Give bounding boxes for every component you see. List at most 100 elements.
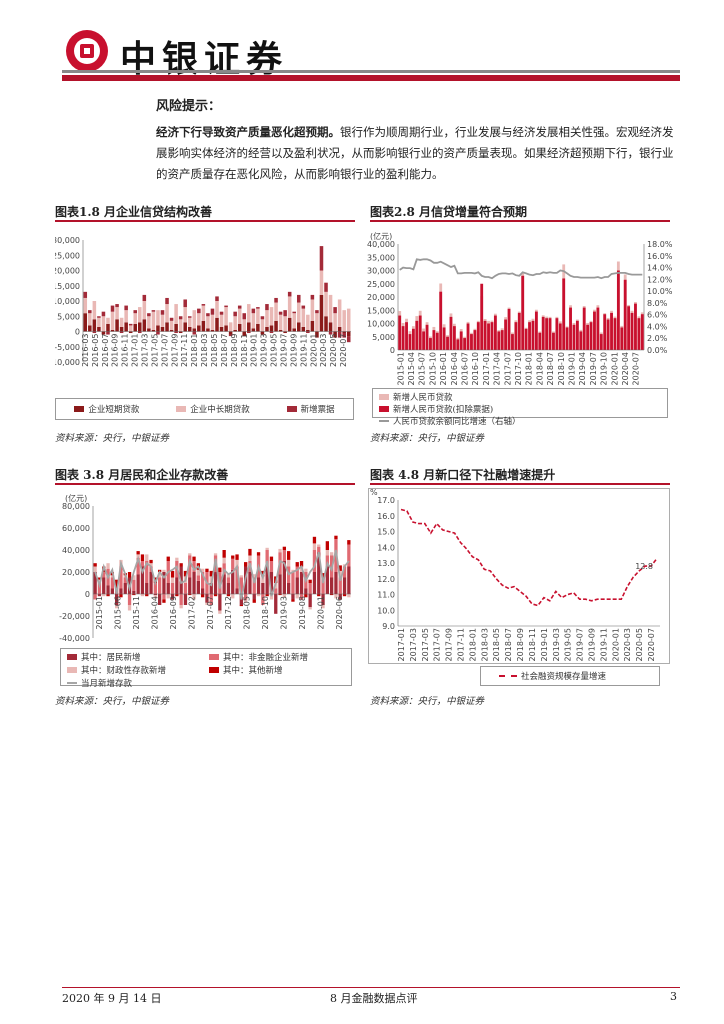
bar — [287, 583, 291, 594]
bar — [325, 541, 329, 550]
bar — [248, 572, 252, 594]
y-tick-label: 35,000 — [367, 253, 395, 262]
bar — [442, 327, 446, 350]
x-tick-label: 2016-04 — [450, 352, 459, 385]
footer-rule — [62, 987, 680, 988]
bar — [338, 565, 342, 571]
x-tick-label: 2019-10 — [600, 352, 609, 385]
bar — [252, 577, 256, 594]
bar — [312, 536, 317, 544]
bar — [201, 305, 206, 321]
bar — [328, 322, 333, 332]
bar — [265, 304, 269, 311]
x-tick-label: 2015-04 — [407, 352, 416, 385]
chart-social-financing: 17.0 16.0 15.0 14.0 13.0 12.0 11.0 10.0 9.0% 12.8… — [368, 488, 670, 664]
bar — [235, 554, 239, 560]
bar — [226, 583, 231, 594]
bar — [145, 583, 149, 594]
bar — [119, 317, 124, 327]
bar — [287, 551, 291, 560]
figure4-legend: 社会融资规模存量增速 — [480, 666, 660, 686]
bar — [97, 577, 102, 580]
x-tick-label: 2016-10 — [471, 352, 480, 385]
bar — [299, 572, 304, 594]
bar — [325, 550, 329, 556]
bar — [274, 302, 278, 321]
bar — [136, 551, 140, 555]
bar — [97, 326, 101, 332]
bar — [287, 296, 292, 318]
y-tick-label: 0 — [390, 346, 395, 355]
bar — [183, 299, 187, 308]
x-tick-label: 2018-07 — [504, 628, 513, 661]
bar — [158, 577, 162, 594]
bar — [422, 331, 426, 350]
bar — [251, 308, 256, 314]
y-tick-label: 40,000 — [62, 546, 90, 555]
bar — [306, 331, 310, 334]
figure4-rule — [370, 483, 670, 485]
bar — [128, 325, 133, 332]
bar — [244, 594, 248, 600]
x-tick-label: 2019-05 — [564, 628, 573, 661]
x-tick-label: 2016-03 — [81, 334, 90, 367]
bar — [572, 324, 576, 350]
bar — [616, 270, 620, 350]
y-tick-label: 60,000 — [62, 524, 90, 533]
bar — [218, 594, 222, 611]
y-tick-label: -40,000 — [59, 634, 90, 643]
y-tick-label: 30,000 — [55, 236, 80, 245]
x-tick-label: 2020-05 — [635, 628, 644, 661]
bar — [269, 561, 274, 572]
bar — [347, 566, 351, 594]
bar — [483, 320, 487, 350]
bar — [138, 322, 142, 332]
bar — [261, 594, 265, 605]
bar — [205, 602, 209, 605]
bar — [174, 323, 178, 332]
bar — [620, 327, 624, 350]
bar — [256, 308, 260, 324]
x-tick-label: 2017-11 — [180, 334, 189, 367]
bar — [192, 556, 196, 561]
bar — [192, 310, 197, 329]
x-tick-label: 2017-01 — [397, 628, 406, 661]
bar — [226, 594, 231, 597]
y-tick-label: 10,000 — [367, 320, 395, 329]
legend-item: 新增人民币贷款(扣除票据) — [379, 403, 667, 415]
bar — [196, 575, 200, 581]
bar — [133, 310, 138, 314]
bar — [218, 610, 222, 614]
bar — [119, 594, 123, 598]
y-tick-label: 10,000 — [55, 297, 80, 306]
bar — [156, 331, 160, 335]
bar — [170, 570, 175, 578]
risk-title: 风险提示： — [156, 99, 222, 114]
figure2-legend: 新增人民币贷款 新增人民币贷款(扣除票据) 人民币贷款余额同比增速（右轴） — [372, 388, 668, 427]
x-tick-label: 2020-06 — [335, 596, 344, 629]
bar — [634, 303, 637, 350]
bar — [97, 316, 101, 318]
bar — [133, 323, 138, 332]
bar — [147, 313, 151, 317]
bar — [93, 572, 97, 594]
bar — [127, 594, 132, 605]
bar — [466, 323, 470, 350]
bar — [188, 577, 192, 594]
bar — [92, 319, 97, 332]
bar — [252, 599, 256, 603]
bar — [334, 572, 338, 594]
bar — [156, 325, 160, 332]
bar — [347, 594, 351, 598]
x-tick-label: 2019-09 — [588, 628, 597, 661]
bar — [287, 291, 292, 297]
figure1-legend: 企业短期贷款 企业中长期贷款 新增票据 — [55, 398, 354, 420]
bar — [149, 563, 153, 567]
bar — [342, 310, 346, 332]
bar — [278, 574, 282, 594]
chart-deposits: 80,000 60,000 40,000 20,000 0 -20,000 -40,000 (… — [59, 493, 351, 643]
x-tick-label: 2017-03 — [141, 334, 150, 367]
legend-label: 社会融资规模存量增速 — [521, 672, 607, 682]
bar — [304, 594, 308, 598]
bar — [206, 328, 210, 332]
